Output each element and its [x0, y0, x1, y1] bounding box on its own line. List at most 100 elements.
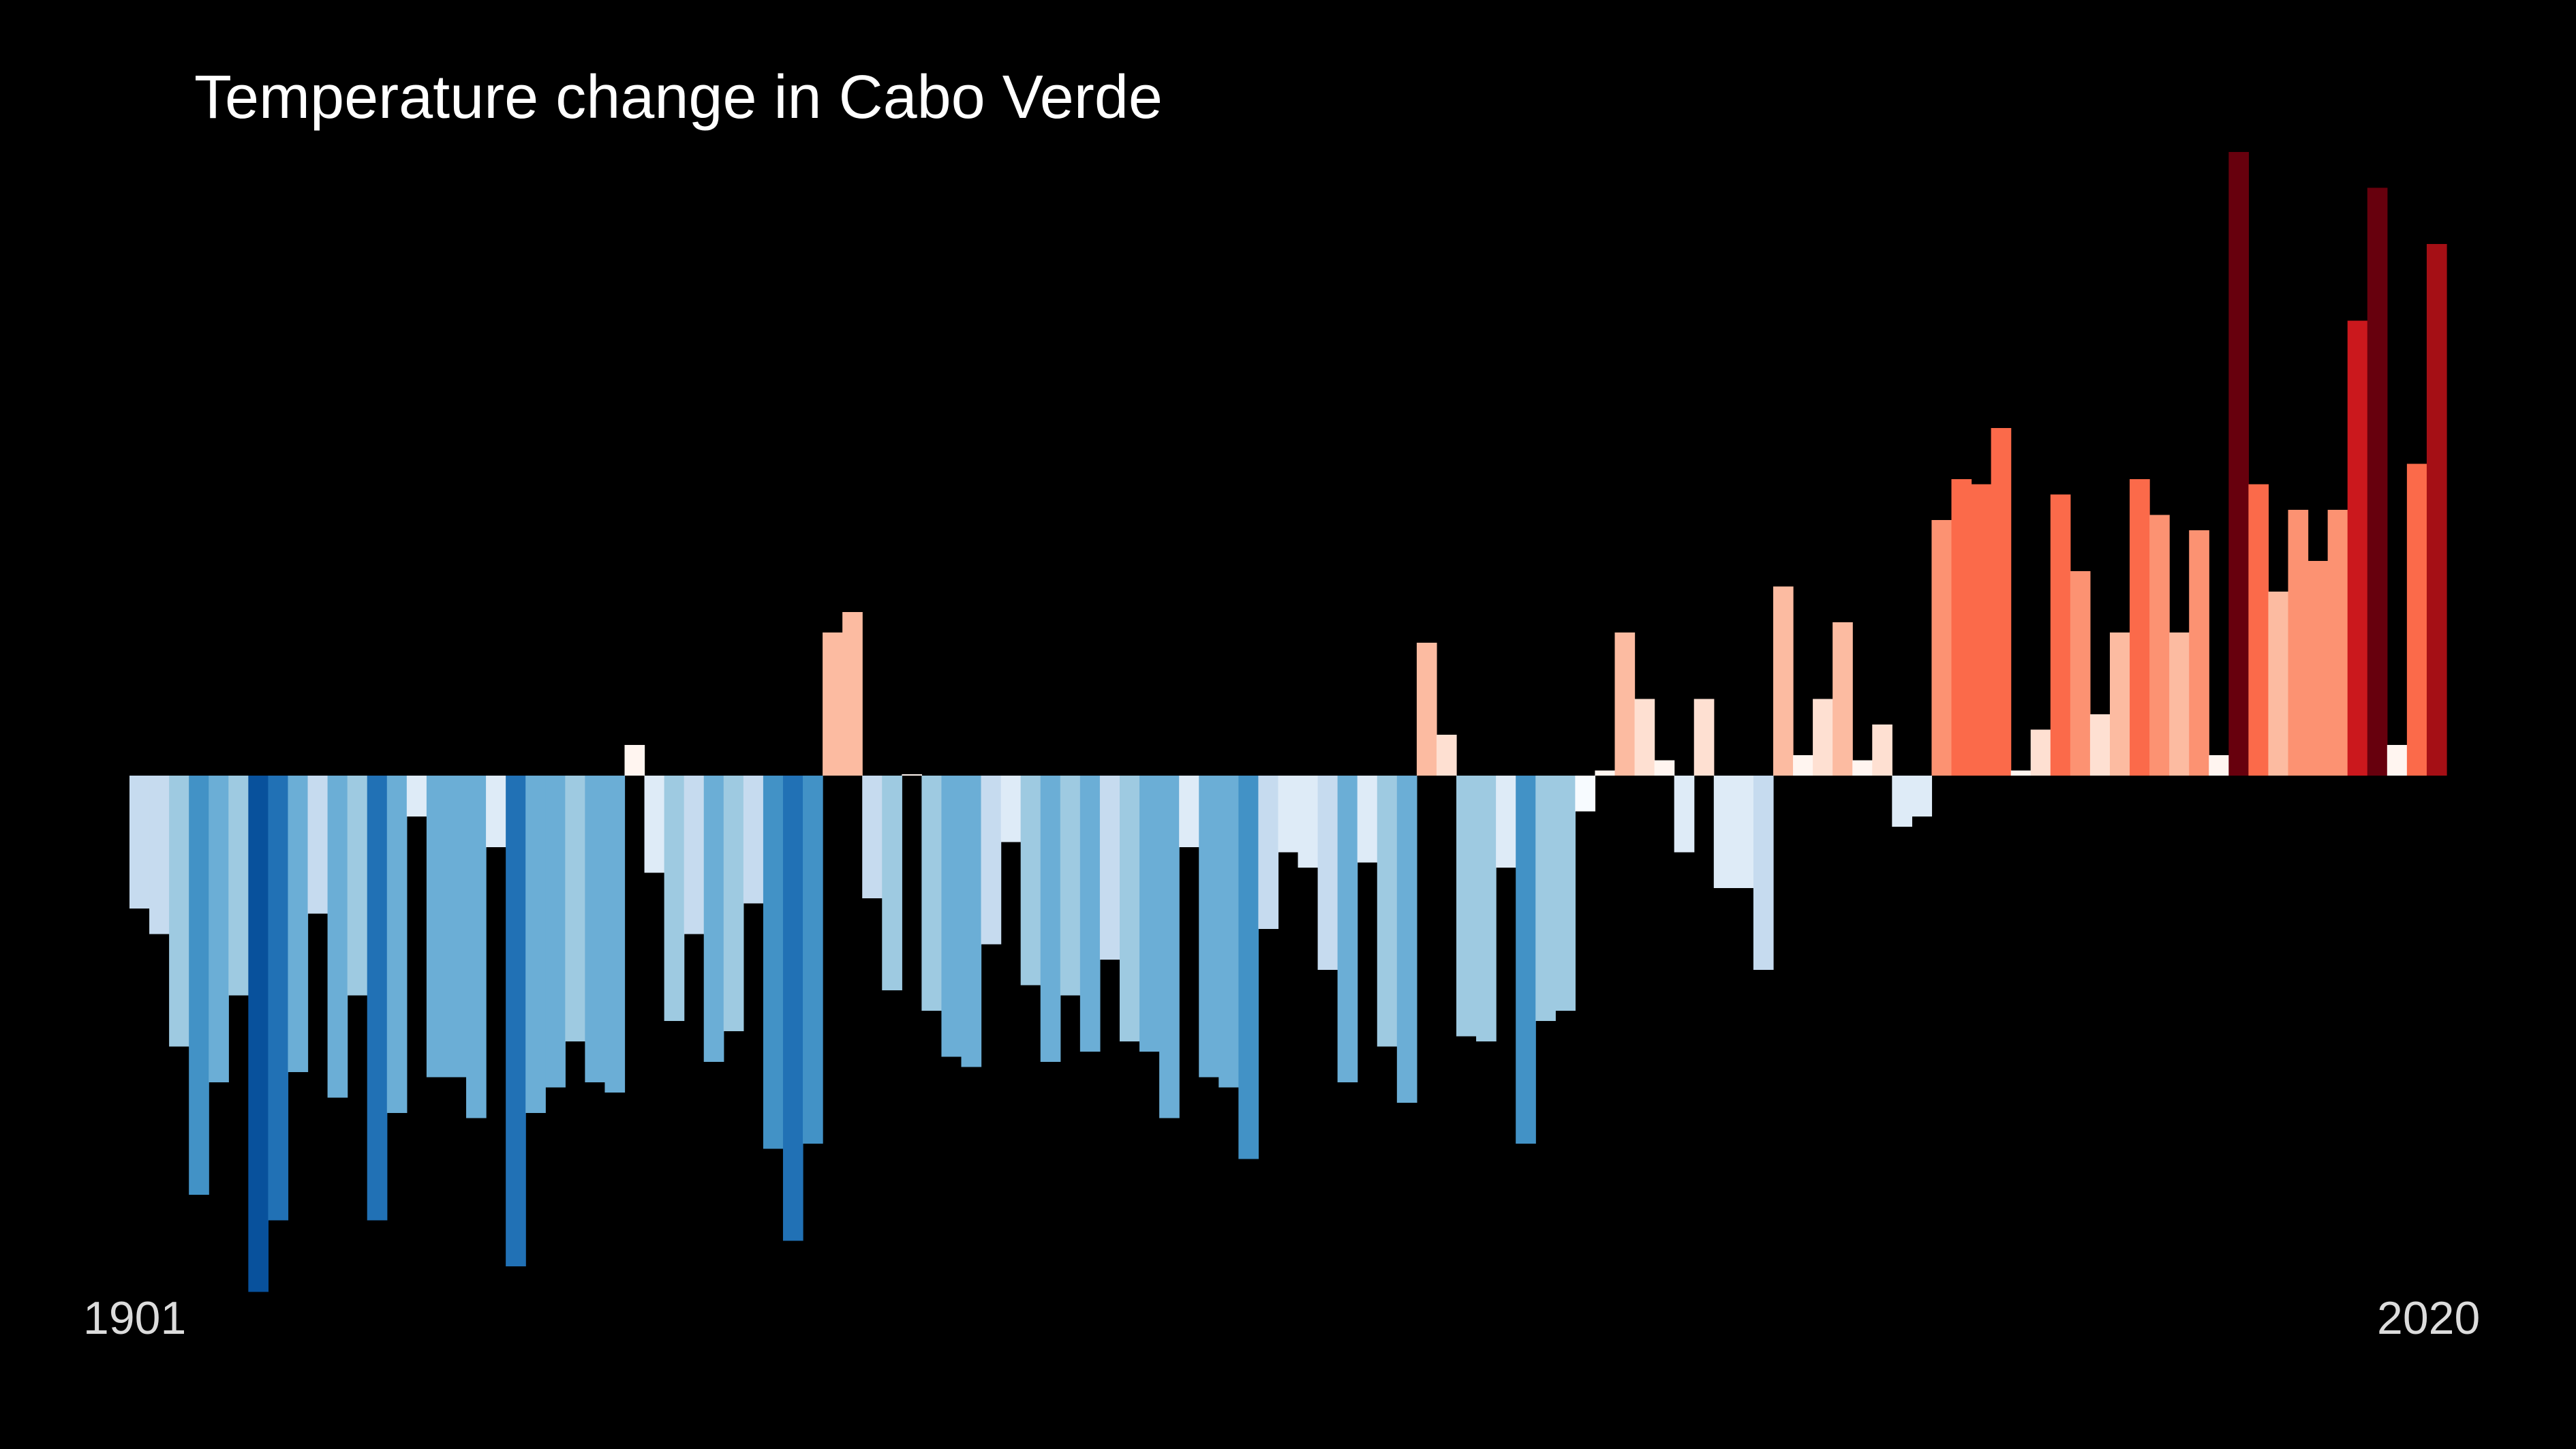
bar-1905 — [209, 776, 229, 1082]
bar-1907 — [248, 776, 269, 1292]
bar-1969 — [1476, 776, 1497, 1041]
bar-1921 — [525, 776, 546, 1113]
bar-1999 — [2070, 571, 2091, 776]
bar-2015 — [2387, 745, 2408, 776]
bar-2002 — [2130, 479, 2150, 776]
bar-1985 — [1793, 755, 1813, 776]
bar-1978 — [1654, 760, 1675, 776]
bar-2011 — [2307, 561, 2329, 776]
bar-1956 — [1218, 776, 1239, 1088]
bar-1926 — [624, 745, 645, 776]
bar-1959 — [1278, 776, 1299, 853]
bar-1902 — [149, 776, 170, 934]
bar-2014 — [2367, 187, 2388, 776]
bar-1920 — [506, 776, 526, 1266]
bar-1980 — [1693, 699, 1715, 776]
bar-1957 — [1238, 776, 1259, 1159]
bar-1930 — [703, 776, 724, 1062]
bar-1974 — [1575, 776, 1596, 812]
bar-1911 — [327, 776, 348, 1098]
bar-1922 — [545, 776, 566, 1088]
bar-1945 — [1000, 776, 1022, 842]
bar-1989 — [1872, 724, 1892, 776]
bar-2017 — [2426, 244, 2447, 776]
bar-1998 — [2050, 494, 2071, 776]
bar-2008 — [2248, 484, 2269, 776]
bar-1962 — [1337, 776, 1358, 1082]
bar-1909 — [288, 776, 309, 1072]
bar-1964 — [1377, 776, 1398, 1047]
bar-1981 — [1713, 776, 1734, 888]
bar-1906 — [228, 776, 249, 996]
bar-2005 — [2189, 530, 2209, 776]
bar-1919 — [486, 776, 506, 847]
bar-1941 — [921, 776, 942, 1011]
bar-1996 — [2010, 770, 2031, 776]
bar-1934 — [782, 776, 803, 1241]
bar-1993 — [1951, 479, 1972, 776]
bar-1966 — [1416, 643, 1437, 776]
bar-1946 — [1020, 776, 1041, 986]
start-year-label: 1901 — [83, 1292, 187, 1344]
bar-1965 — [1396, 776, 1417, 1103]
bar-1944 — [981, 776, 1002, 945]
bar-2007 — [2228, 152, 2249, 776]
bar-1924 — [585, 776, 606, 1082]
bar-1913 — [367, 776, 388, 1221]
bar-1918 — [466, 776, 487, 1118]
bar-1961 — [1317, 776, 1338, 970]
bar-1972 — [1535, 776, 1556, 1021]
bar-1971 — [1516, 776, 1536, 1144]
bar-1982 — [1733, 776, 1754, 888]
bar-1923 — [565, 776, 585, 1041]
bar-1958 — [1258, 776, 1279, 929]
bar-1929 — [684, 776, 705, 934]
bar-2012 — [2327, 510, 2348, 776]
bar-1988 — [1852, 760, 1873, 776]
bar-1963 — [1357, 776, 1378, 863]
bar-1916 — [426, 776, 447, 1078]
bar-1967 — [1436, 735, 1457, 776]
bar-2001 — [2109, 632, 2130, 776]
bar-1975 — [1595, 770, 1616, 776]
bar-1991 — [1912, 776, 1933, 817]
bar-1915 — [406, 776, 427, 817]
bar-1976 — [1614, 632, 1636, 776]
bar-1977 — [1634, 699, 1655, 776]
bar-2003 — [2149, 515, 2170, 776]
bar-1932 — [743, 776, 764, 904]
end-year-label: 2020 — [2377, 1292, 2481, 1344]
bar-1948 — [1060, 776, 1081, 996]
bar-1938 — [862, 776, 883, 898]
bar-1950 — [1099, 776, 1120, 960]
bar-1955 — [1199, 776, 1219, 1078]
bar-1942 — [941, 776, 962, 1057]
bar-2016 — [2406, 463, 2427, 776]
bar-2004 — [2169, 632, 2190, 776]
bar-1912 — [347, 776, 368, 996]
bar-1939 — [882, 776, 902, 990]
bar-1904 — [189, 776, 209, 1195]
bar-1943 — [961, 776, 982, 1067]
bar-2000 — [2089, 714, 2111, 776]
bar-1990 — [1892, 776, 1912, 827]
bar-1992 — [1931, 520, 1952, 776]
bar-1936 — [823, 632, 843, 776]
bar-1947 — [1040, 776, 1061, 1062]
bar-1914 — [386, 776, 408, 1113]
bar-1925 — [604, 776, 626, 1093]
bar-1954 — [1179, 776, 1199, 847]
bar-1953 — [1159, 776, 1180, 1118]
bar-1935 — [803, 776, 823, 1144]
bar-1983 — [1753, 776, 1774, 970]
bar-1903 — [169, 776, 189, 1047]
bar-2013 — [2347, 320, 2368, 776]
bar-1994 — [1971, 484, 1992, 776]
bar-1986 — [1813, 699, 1833, 776]
bar-1951 — [1119, 776, 1140, 1041]
bar-2006 — [2209, 755, 2229, 776]
bar-1940 — [902, 774, 922, 776]
bar-1949 — [1079, 776, 1101, 1052]
